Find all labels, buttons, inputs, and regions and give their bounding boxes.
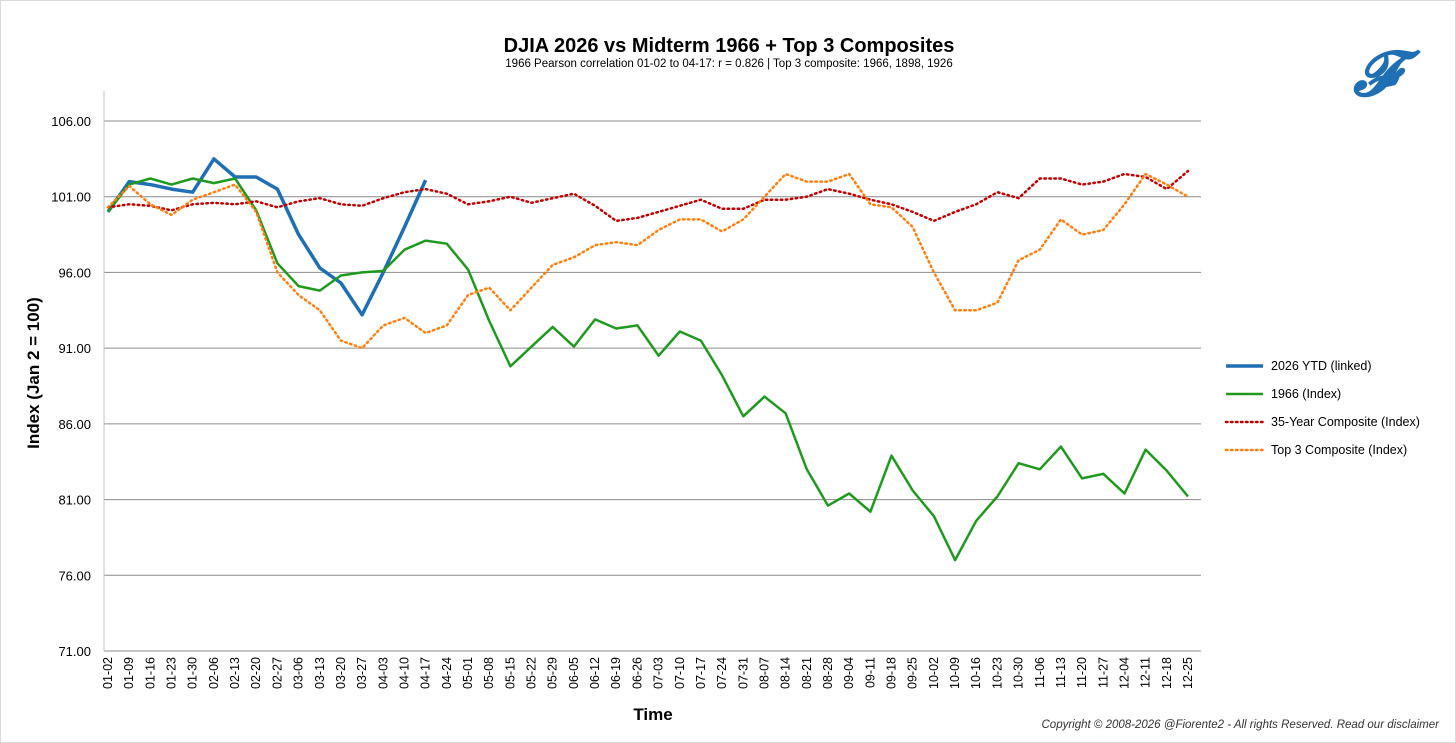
y-axis-title: Index (Jan 2 = 100) — [24, 297, 43, 449]
x-tick-label: 09-18 — [885, 657, 899, 689]
x-tick-label: 04-10 — [397, 657, 411, 689]
x-tick-label: 02-27 — [270, 657, 284, 689]
x-tick-label: 06-19 — [609, 657, 623, 689]
legend-label: 2026 YTD (linked) — [1271, 359, 1372, 373]
x-tick-label: 09-11 — [863, 657, 877, 688]
y-tick-label: 101.00 — [51, 190, 91, 205]
series-line-2026-ytd-linked- — [106, 157, 428, 317]
x-tick-label: 10-09 — [948, 657, 962, 689]
x-axis-title: Time — [633, 705, 672, 724]
y-tick-label: 71.00 — [58, 644, 91, 659]
chart-title: DJIA 2026 vs Midterm 1966 + Top 3 Compos… — [503, 35, 955, 57]
y-tick-label: 81.00 — [58, 493, 91, 508]
y-tick-label: 106.00 — [51, 114, 91, 129]
x-tick-label: 03-06 — [292, 657, 306, 689]
x-tick-label: 01-23 — [165, 657, 179, 689]
series-line-top-3-composite-index- — [106, 172, 1190, 350]
x-tick-label: 01-16 — [143, 657, 157, 689]
x-tick-label: 09-25 — [906, 657, 920, 689]
y-tick-label: 91.00 — [58, 341, 91, 356]
x-tick-label: 10-23 — [990, 657, 1004, 689]
x-tick-label: 04-03 — [376, 657, 390, 689]
x-tick-label: 09-04 — [842, 657, 856, 689]
x-tick-label: 11-06 — [1033, 657, 1047, 688]
legend-label: Top 3 Composite (Index) — [1271, 443, 1407, 457]
x-tick-label: 04-24 — [440, 657, 454, 689]
copyright-text: Copyright © 2008-2026 @Fiorente2 - All r… — [1041, 719, 1440, 731]
series-line-35-year-composite-index- — [106, 169, 1190, 223]
series-line-1966-index- — [107, 177, 1189, 562]
x-tick-label: 01-02 — [101, 657, 115, 689]
x-tick-label: 07-17 — [694, 657, 708, 689]
y-tick-label: 96.00 — [58, 265, 91, 280]
x-tick-label: 06-12 — [588, 657, 602, 689]
x-tick-label: 08-14 — [779, 657, 793, 689]
x-tick-label: 02-06 — [207, 657, 221, 689]
legend-label: 35-Year Composite (Index) — [1271, 415, 1420, 429]
x-tick-label: 10-02 — [927, 657, 941, 689]
legend-label: 1966 (Index) — [1271, 387, 1341, 401]
x-tick-label: 05-15 — [503, 657, 517, 689]
x-tick-label: 11-27 — [1096, 657, 1110, 688]
x-tick-label: 05-29 — [546, 657, 560, 689]
x-tick-label: 12-25 — [1181, 657, 1195, 689]
x-tick-label: 06-26 — [630, 657, 644, 689]
x-tick-label: 10-30 — [1012, 657, 1026, 689]
y-tick-label: 86.00 — [58, 417, 91, 432]
x-tick-label: 08-28 — [821, 657, 835, 689]
x-tick-label: 05-22 — [525, 657, 539, 689]
x-tick-label: 11-20 — [1075, 657, 1089, 688]
x-tick-label: 12-11 — [1139, 657, 1153, 688]
fiorente-logo: 𝓕 — [1353, 37, 1399, 110]
x-tick-label: 08-07 — [757, 657, 771, 689]
x-tick-label: 03-13 — [313, 657, 327, 689]
x-tick-label: 10-16 — [969, 657, 983, 689]
x-tick-label: 07-24 — [715, 657, 729, 689]
x-tick-label: 12-04 — [1117, 657, 1131, 689]
x-tick-label: 02-13 — [228, 657, 242, 689]
x-tick-label: 03-27 — [355, 657, 369, 689]
x-tick-label: 01-30 — [186, 657, 200, 689]
x-tick-label: 01-09 — [122, 657, 136, 689]
x-tick-label: 11-13 — [1054, 657, 1068, 688]
x-tick-label: 06-05 — [567, 657, 581, 689]
chart-subtitle: 1966 Pearson correlation 01-02 to 04-17:… — [505, 58, 953, 70]
x-tick-label: 05-08 — [482, 657, 496, 689]
x-tick-label: 07-03 — [652, 657, 666, 689]
x-tick-label: 04-17 — [419, 657, 433, 689]
x-tick-label: 03-20 — [334, 657, 348, 689]
x-tick-label: 07-31 — [736, 657, 750, 689]
y-tick-label: 76.00 — [58, 568, 91, 583]
x-tick-label: 02-20 — [249, 657, 263, 689]
x-tick-label: 07-10 — [673, 657, 687, 689]
x-tick-label: 08-21 — [800, 657, 814, 689]
x-tick-label: 12-18 — [1160, 657, 1174, 689]
x-tick-label: 05-01 — [461, 657, 475, 689]
